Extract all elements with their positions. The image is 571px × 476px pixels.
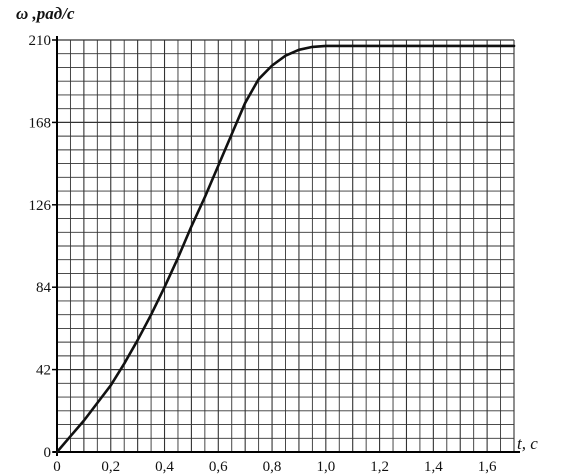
grid — [57, 39, 515, 452]
x-axis-label: t, с — [517, 434, 538, 453]
x-tick-label: 1,2 — [370, 459, 389, 475]
x-tick-label: 1,6 — [478, 459, 497, 475]
y-tick-label: 42 — [36, 363, 51, 379]
y-tick-label: 0 — [44, 445, 52, 461]
x-tick-label: 0,8 — [263, 459, 282, 475]
x-tick-label: 0 — [53, 459, 61, 475]
y-axis-label: ω ,рад/с — [16, 4, 75, 23]
y-tick-label: 126 — [29, 198, 52, 214]
y-tick-label: 210 — [29, 33, 52, 49]
x-tick-label: 0,4 — [155, 459, 174, 475]
x-tick-label: 0,2 — [101, 459, 120, 475]
y-tick-label: 84 — [36, 280, 52, 296]
y-tick-label: 168 — [29, 115, 52, 131]
x-tick-label: 1,4 — [424, 459, 443, 475]
axes — [53, 36, 520, 456]
y-tick-labels: 0 42 84 126 168 210 — [29, 33, 57, 461]
x-tick-labels: 0 0,2 0,4 0,6 0,8 1,0 1,2 1,4 1,6 — [53, 459, 497, 475]
series-line-omega — [55, 44, 516, 454]
x-tick-label: 0,6 — [209, 459, 228, 475]
x-tick-label: 1,0 — [316, 459, 335, 475]
